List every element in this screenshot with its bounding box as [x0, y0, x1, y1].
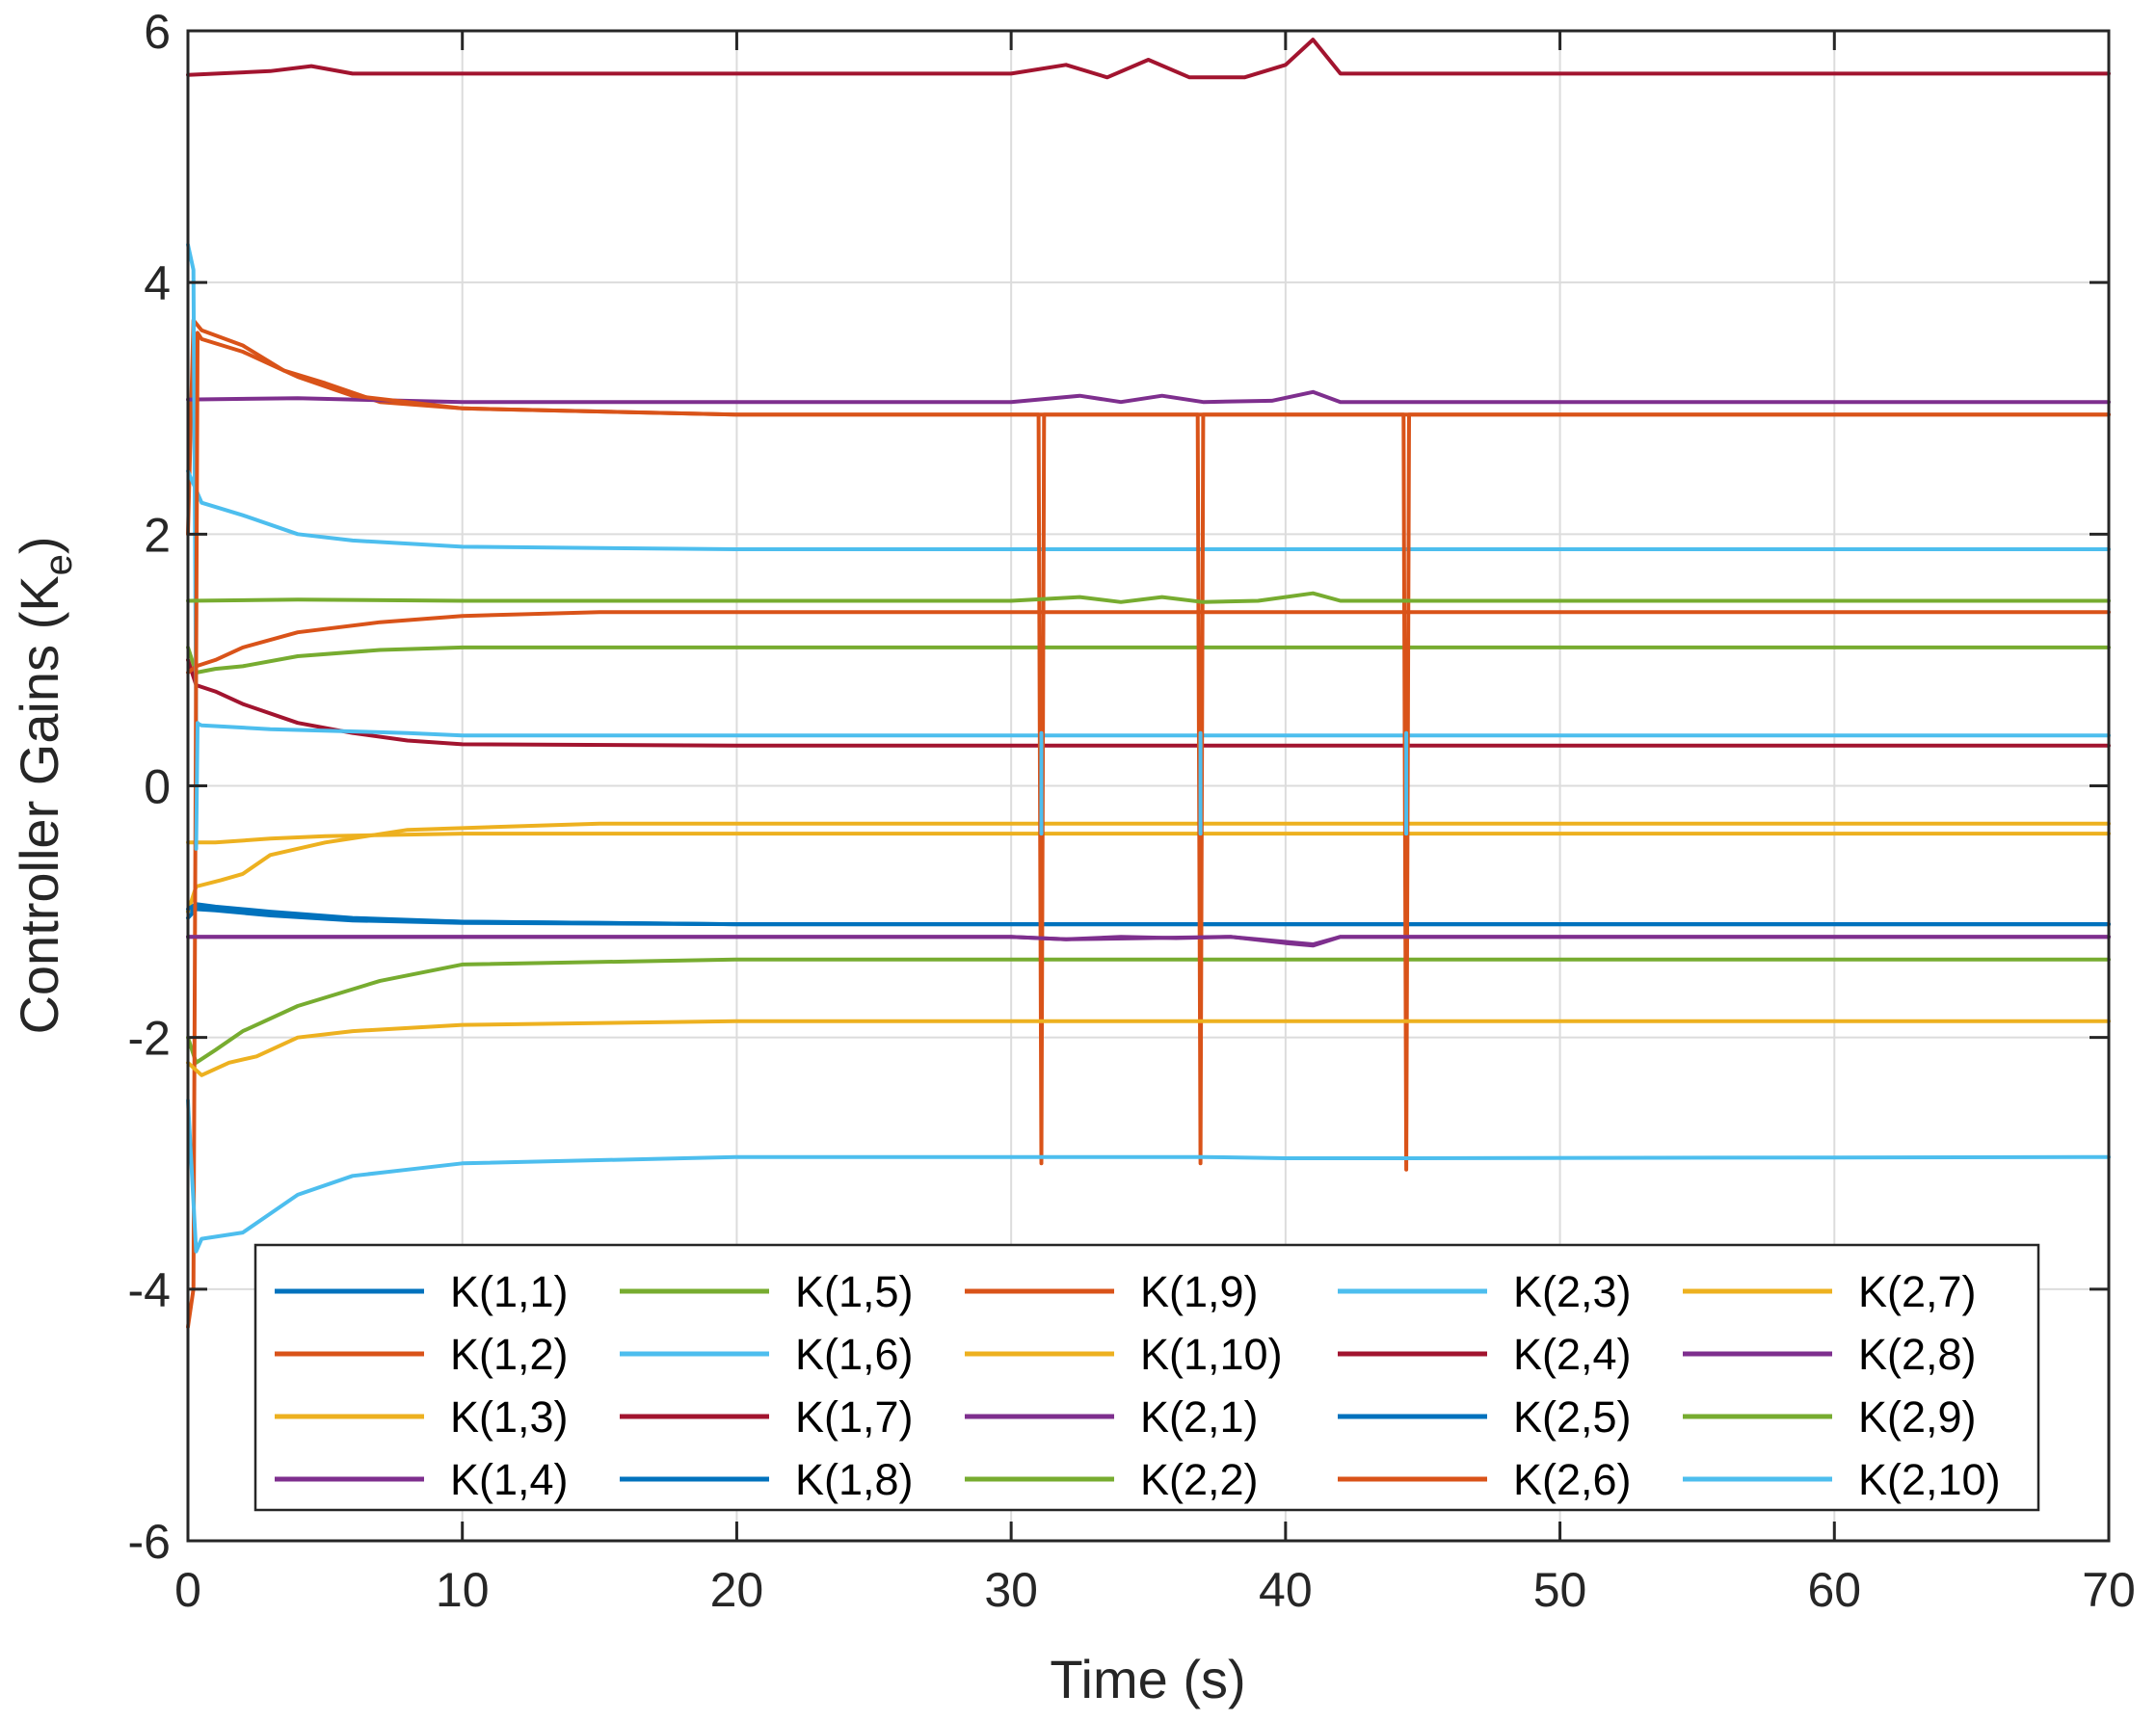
legend-label: K(1,2)	[450, 1330, 569, 1379]
legend-item: K(2,10)	[1683, 1455, 2001, 1504]
legend-item: K(2,7)	[1683, 1267, 1977, 1316]
x-tick-label: 60	[1807, 1563, 1861, 1617]
legend-item: K(2,5)	[1338, 1392, 1632, 1442]
series-layer	[186, 38, 2111, 1329]
y-tick-label: -6	[128, 1515, 171, 1569]
y-tick-label: 2	[144, 508, 171, 562]
legend-label: K(2,4)	[1513, 1330, 1632, 1379]
series-line-k-2-7	[186, 1019, 2111, 1077]
legend-item: K(1,3)	[275, 1392, 569, 1442]
series-line-k-2-8	[186, 935, 2111, 946]
grid-lines	[188, 31, 2109, 1541]
legend-item: K(1,8)	[620, 1455, 914, 1504]
legend-item: K(1,2)	[275, 1330, 569, 1379]
series-line-k-2-1	[186, 389, 2111, 405]
legend-label: K(1,9)	[1140, 1267, 1259, 1316]
legend-label: K(2,1)	[1140, 1392, 1259, 1442]
legend-item: K(1,5)	[620, 1267, 914, 1316]
legend-label: K(1,6)	[795, 1330, 914, 1379]
legend-item: K(2,4)	[1338, 1330, 1632, 1379]
x-tick-label: 10	[436, 1563, 490, 1617]
series-line-k-2-5	[186, 902, 2111, 927]
legend-label: K(2,2)	[1140, 1455, 1259, 1504]
legend-label: K(2,6)	[1513, 1455, 1632, 1504]
series-line-k-2-9	[186, 591, 2111, 604]
legend-item: K(2,3)	[1338, 1267, 1632, 1316]
x-tick-labels: 0 10 20 30 40 50 60 70	[174, 1563, 2136, 1617]
legend-label: K(1,5)	[795, 1267, 914, 1316]
series-line-k-1-3	[186, 821, 2111, 914]
y-axis-title-close: )	[9, 536, 69, 554]
y-tick-label: -2	[128, 1012, 171, 1066]
legend-item: K(1,1)	[275, 1267, 569, 1316]
legend-item: K(1,4)	[275, 1455, 569, 1504]
legend-label: K(2,7)	[1858, 1267, 1977, 1316]
y-tick-label: 0	[144, 760, 171, 814]
series-line-k-2-3	[186, 243, 2111, 738]
legend-item: K(2,9)	[1683, 1392, 1977, 1442]
x-tick-label: 20	[710, 1563, 764, 1617]
y-tick-labels: -6 -4 -2 0 2 4 6	[128, 5, 171, 1569]
y-tick-label: -4	[128, 1263, 171, 1317]
series-line-k-1-9	[186, 610, 2111, 675]
x-tick-label: 50	[1533, 1563, 1587, 1617]
legend-label: K(2,8)	[1858, 1330, 1977, 1379]
series-line-k-2-2	[186, 957, 2111, 1065]
legend-label: K(2,5)	[1513, 1392, 1632, 1442]
legend-entries: K(1,1) K(1,2) K(1,3) K(1,4) K(1,5) K(1,6) K(1,…	[275, 1267, 2001, 1504]
legend-label: K(1,10)	[1140, 1330, 1283, 1379]
axis-ticks	[186, 29, 2111, 1543]
legend-item: K(2,8)	[1683, 1330, 1977, 1379]
series-line-k-2-4	[186, 38, 2111, 80]
legend-label: K(1,4)	[450, 1455, 569, 1504]
series-line-k-1-5	[186, 645, 2111, 675]
series-line-k-1-7	[186, 657, 2111, 748]
legend-item: K(1,9)	[965, 1267, 1259, 1316]
x-tick-label: 70	[2082, 1563, 2136, 1617]
series-line-k-2-6	[186, 331, 2111, 1329]
y-axis-title: Controller Gains (Ke)	[9, 536, 80, 1034]
legend: K(1,1) K(1,2) K(1,3) K(1,4) K(1,5) K(1,6) K(1,…	[253, 1243, 2040, 1512]
y-axis-title-subscript: e	[38, 554, 80, 575]
legend-label: K(1,1)	[450, 1267, 569, 1316]
series-line-k-2-10	[186, 1099, 2111, 1254]
legend-item: K(2,2)	[965, 1455, 1259, 1504]
x-axis-title: Time (s)	[1050, 1649, 1245, 1709]
x-tick-label: 40	[1259, 1563, 1313, 1617]
legend-item: K(2,6)	[1338, 1455, 1632, 1504]
legend-label: K(1,8)	[795, 1455, 914, 1504]
y-axis-title-main: Controller Gains (K	[9, 575, 69, 1034]
legend-item: K(2,1)	[965, 1392, 1259, 1442]
legend-item: K(1,6)	[620, 1330, 914, 1379]
series-line-k-1-6	[186, 469, 2111, 551]
series-line-k-1-10	[186, 832, 2111, 845]
legend-item: K(1,7)	[620, 1392, 914, 1442]
y-tick-label: 4	[144, 256, 171, 310]
legend-label: K(2,9)	[1858, 1392, 1977, 1442]
legend-label: K(2,3)	[1513, 1267, 1632, 1316]
legend-label: K(1,7)	[795, 1392, 914, 1442]
x-tick-label: 30	[984, 1563, 1038, 1617]
y-tick-label: 6	[144, 5, 171, 59]
legend-label: K(1,3)	[450, 1392, 569, 1442]
legend-label: K(2,10)	[1858, 1455, 2001, 1504]
x-tick-label: 0	[174, 1563, 201, 1617]
legend-item: K(1,10)	[965, 1330, 1283, 1379]
